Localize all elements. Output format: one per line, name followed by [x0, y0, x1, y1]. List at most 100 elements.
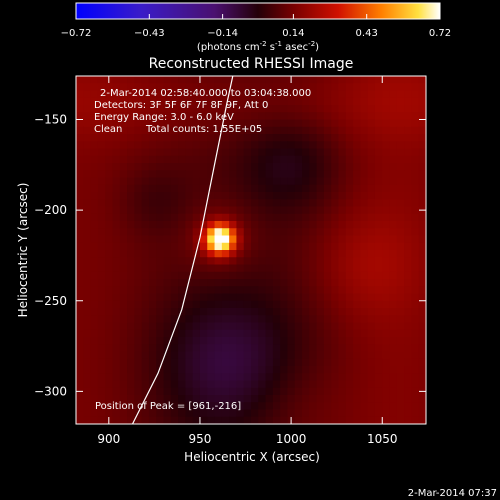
heatmap-cell	[214, 221, 223, 229]
heatmap-cell	[192, 409, 201, 418]
heatmap-cell	[389, 119, 398, 128]
heatmap-cell	[280, 134, 288, 142]
heatmap-cell	[294, 170, 303, 178]
heatmap-cell	[127, 279, 135, 287]
heatmap-cell	[323, 90, 332, 99]
heatmap-cell	[316, 329, 325, 338]
heatmap-cell	[338, 155, 347, 164]
heatmap-cell	[287, 163, 296, 171]
heatmap-cell	[156, 337, 164, 345]
heatmap-cell	[105, 322, 113, 331]
heatmap-cell	[178, 184, 186, 193]
heatmap-cell	[360, 206, 369, 215]
annotation-peak: Position of Peak = [961,-216]	[95, 401, 241, 412]
heatmap-cell	[243, 105, 252, 113]
heatmap-cell	[163, 402, 172, 410]
heatmap-cell	[272, 308, 281, 316]
heatmap-cell	[134, 228, 143, 236]
heatmap-cell	[127, 293, 135, 302]
heatmap-cell	[360, 264, 369, 273]
heatmap-cell	[404, 105, 412, 113]
heatmap-cell	[127, 97, 135, 106]
heatmap-cell	[265, 192, 274, 200]
heatmap-cell	[272, 257, 281, 265]
heatmap-cell	[280, 97, 288, 106]
heatmap-cell	[236, 380, 245, 389]
heatmap-cell	[141, 337, 150, 345]
heatmap-cell	[280, 380, 288, 389]
heatmap-cell	[265, 119, 274, 128]
heatmap-cell	[360, 329, 369, 338]
heatmap-cell	[251, 134, 259, 142]
heatmap-cell	[112, 199, 121, 207]
heatmap-cell	[112, 416, 121, 424]
heatmap-cell	[353, 366, 361, 374]
heatmap-cell	[251, 395, 259, 403]
heatmap-cell	[170, 366, 179, 374]
heatmap-cell	[367, 380, 376, 389]
heatmap-cell	[207, 279, 215, 287]
heatmap-cell	[163, 192, 172, 200]
heatmap-cell	[331, 235, 339, 244]
heatmap-cell	[272, 402, 281, 410]
heatmap-cell	[90, 119, 99, 128]
heatmap-cell	[382, 163, 390, 171]
heatmap-cell	[411, 76, 420, 84]
heatmap-cell	[76, 76, 84, 84]
heatmap-cell	[382, 83, 390, 91]
heatmap-cell	[229, 315, 237, 323]
heatmap-cell	[367, 83, 376, 91]
heatmap-cell	[258, 308, 266, 316]
heatmap-cell	[221, 395, 230, 403]
heatmap-cell	[83, 126, 91, 135]
heatmap-cell	[360, 134, 369, 142]
heatmap-cell	[97, 134, 106, 142]
heatmap-cell	[280, 344, 288, 352]
heatmap-cell	[214, 329, 223, 338]
heatmap-cell	[294, 155, 303, 164]
heatmap-cell	[185, 351, 194, 360]
heatmap-cell	[331, 184, 339, 193]
heatmap-cell	[302, 228, 310, 236]
heatmap-cell	[338, 264, 347, 273]
heatmap-cell	[309, 199, 318, 207]
heatmap-cell	[148, 337, 157, 345]
heatmap-cell	[272, 192, 281, 200]
heatmap-cell	[287, 279, 296, 287]
heatmap-cell	[148, 199, 157, 207]
heatmap-cell	[345, 279, 354, 287]
heatmap-cell	[156, 409, 164, 418]
heatmap-cell	[331, 395, 339, 403]
heatmap-cell	[178, 134, 186, 142]
heatmap-cell	[374, 329, 383, 338]
heatmap-cell	[251, 76, 259, 84]
heatmap-cell	[323, 344, 332, 352]
heatmap-cell	[83, 192, 91, 200]
heatmap-cell	[229, 344, 237, 352]
heatmap-cell	[105, 221, 113, 229]
heatmap-cell	[309, 279, 318, 287]
heatmap-cell	[207, 366, 215, 374]
heatmap-cell	[258, 293, 266, 302]
heatmap-cell	[243, 308, 252, 316]
heatmap-cell	[411, 221, 420, 229]
heatmap-cell	[265, 293, 274, 302]
heatmap-cell	[345, 395, 354, 403]
heatmap-cell	[83, 250, 91, 258]
heatmap-cell	[148, 192, 157, 200]
heatmap-cell	[97, 163, 106, 171]
heatmap-cell	[258, 97, 266, 106]
heatmap-cell	[141, 126, 150, 135]
heatmap-cell	[76, 184, 84, 193]
heatmap-cell	[192, 97, 201, 106]
heatmap-cell	[338, 192, 347, 200]
heatmap-cell	[411, 105, 420, 113]
colorbar-tick-label: 0.43	[356, 28, 378, 39]
heatmap-cell	[192, 250, 201, 258]
heatmap-cell	[389, 97, 398, 106]
heatmap-cell	[345, 402, 354, 410]
heatmap-cell	[192, 199, 201, 207]
heatmap-cell	[251, 271, 259, 280]
heatmap-cell	[323, 308, 332, 316]
heatmap-cell	[185, 337, 194, 345]
